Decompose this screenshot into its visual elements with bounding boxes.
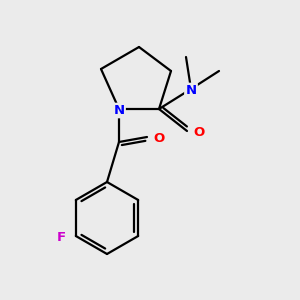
- Text: F: F: [57, 231, 66, 244]
- Text: O: O: [153, 132, 164, 145]
- Text: N: N: [113, 104, 124, 117]
- Text: O: O: [193, 126, 204, 139]
- Text: N: N: [185, 84, 197, 97]
